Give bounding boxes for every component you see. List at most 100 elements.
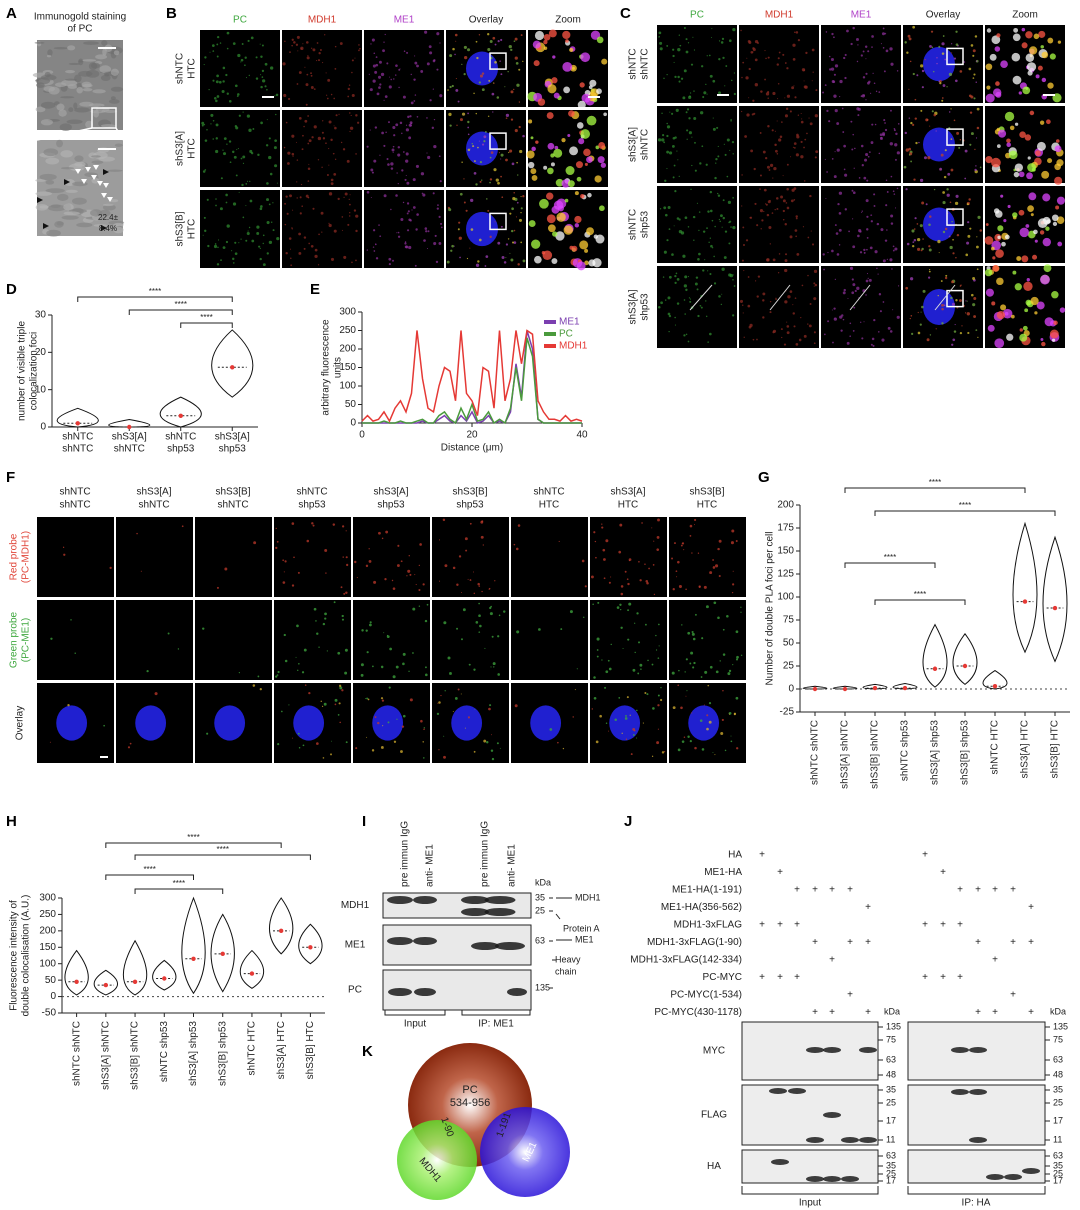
fluorescent-spot <box>268 240 273 245</box>
fluorescent-spot <box>764 78 766 81</box>
fluorescent-spot <box>412 607 416 611</box>
fluorescent-spot <box>345 741 348 744</box>
fluorescent-spot <box>451 84 454 88</box>
fluorescent-spot <box>844 173 848 177</box>
fluorescent-spot <box>676 277 680 281</box>
violin <box>159 396 202 428</box>
fluorescent-spot <box>375 56 378 58</box>
lane-mark: + <box>812 885 818 896</box>
fluorescent-spot <box>908 117 911 119</box>
fluorescent-spot <box>973 97 976 100</box>
fluorescent-spot <box>870 214 873 217</box>
fluorescent-spot <box>1043 264 1052 273</box>
fluorescent-spot <box>878 293 882 296</box>
fluorescent-spot <box>328 223 332 228</box>
fluorescent-spot <box>586 115 597 126</box>
fluorescent-spot <box>347 87 350 91</box>
fluorescent-spot <box>405 128 409 132</box>
fluorescent-spot <box>376 92 380 96</box>
fluorescent-spot <box>296 159 299 161</box>
fluorescent-spot <box>465 549 468 552</box>
fluorescent-spot <box>443 755 446 759</box>
fluorescent-spot <box>933 113 937 117</box>
fluorescent-spot <box>652 707 655 710</box>
fluorescent-spot <box>675 272 678 275</box>
fluorescent-spot <box>744 135 747 138</box>
fluorescent-spot <box>747 304 751 308</box>
fluorescent-spot <box>865 279 869 283</box>
fluorescent-spot <box>892 249 895 252</box>
fluorescent-spot <box>468 663 471 666</box>
fluorescent-spot <box>833 175 837 179</box>
fluorescent-spot <box>1013 27 1019 33</box>
fluorescent-spot <box>321 166 323 169</box>
fluorescent-spot <box>853 167 855 169</box>
fluorescent-spot <box>851 278 854 281</box>
fluorescent-spot <box>474 708 476 710</box>
fluorescent-spot <box>245 205 247 207</box>
fluorescent-spot <box>695 613 697 616</box>
fluorescent-spot <box>433 118 436 121</box>
nucleus <box>293 705 325 741</box>
fluorescent-spot <box>483 140 486 143</box>
fluorescent-spot <box>375 257 379 260</box>
significance-bracket <box>105 874 194 880</box>
fluorescent-spot <box>743 270 745 272</box>
fluorescent-spot <box>497 635 500 638</box>
panel-letter: J <box>624 813 632 830</box>
fluorescent-spot <box>977 215 981 219</box>
fluorescent-spot <box>953 119 956 122</box>
fluorescent-spot <box>530 136 534 140</box>
fluorescent-spot <box>373 52 376 55</box>
fluorescent-spot <box>711 28 713 30</box>
fluorescent-spot <box>246 180 249 182</box>
fluorescent-spot <box>458 221 461 224</box>
fluorescent-spot <box>392 587 396 590</box>
median-point <box>103 982 109 988</box>
fluorescent-spot <box>1035 150 1041 156</box>
fluorescent-spot <box>685 333 688 336</box>
fluorescent-spot <box>522 259 526 263</box>
fluorescent-spot <box>605 670 609 674</box>
fluorescent-spot <box>406 229 410 232</box>
fluorescent-spot <box>360 663 364 667</box>
fluorescent-spot <box>1040 338 1044 341</box>
fluorescent-spot <box>1019 328 1023 332</box>
fluorescent-spot <box>717 547 720 551</box>
fluorescent-spot <box>767 97 769 99</box>
y-tick-label: 300 <box>39 893 56 904</box>
fluorescent-spot <box>471 143 473 145</box>
micrograph <box>200 110 280 187</box>
fluorescent-spot <box>244 64 246 67</box>
fluorescent-spot <box>971 293 974 297</box>
fluorescent-spot <box>759 174 762 177</box>
fluorescent-spot <box>1016 256 1022 262</box>
fluorescent-spot <box>398 86 400 89</box>
fluorescent-spot <box>858 177 861 179</box>
fluorescent-spot <box>964 177 967 180</box>
fluorescent-spot <box>487 115 490 118</box>
fluorescent-spot <box>383 99 385 101</box>
fluorescent-spot <box>377 721 380 725</box>
fluorescent-spot <box>456 583 459 586</box>
fluorescent-spot <box>955 43 959 46</box>
fluorescent-spot <box>497 673 500 676</box>
em-texture <box>95 54 107 60</box>
significance-label: **** <box>175 300 187 309</box>
fluorescent-spot <box>1035 74 1040 79</box>
fluorescent-spot <box>439 42 441 44</box>
fluorescent-spot <box>748 67 751 71</box>
fluorescent-spot <box>863 248 866 252</box>
fluorescent-spot <box>912 72 915 76</box>
zoom-box <box>91 107 117 129</box>
fluorescent-spot <box>991 301 996 306</box>
fluorescent-spot <box>1028 192 1037 201</box>
fluorescent-spot <box>636 709 638 712</box>
fluorescent-spot <box>717 145 719 148</box>
fluorescent-spot <box>1012 270 1017 275</box>
fluorescent-spot <box>574 689 576 691</box>
fluorescent-spot <box>706 93 708 95</box>
fluorescent-spot <box>496 96 500 99</box>
em-texture <box>58 109 67 117</box>
fluorescent-spot <box>948 72 953 77</box>
